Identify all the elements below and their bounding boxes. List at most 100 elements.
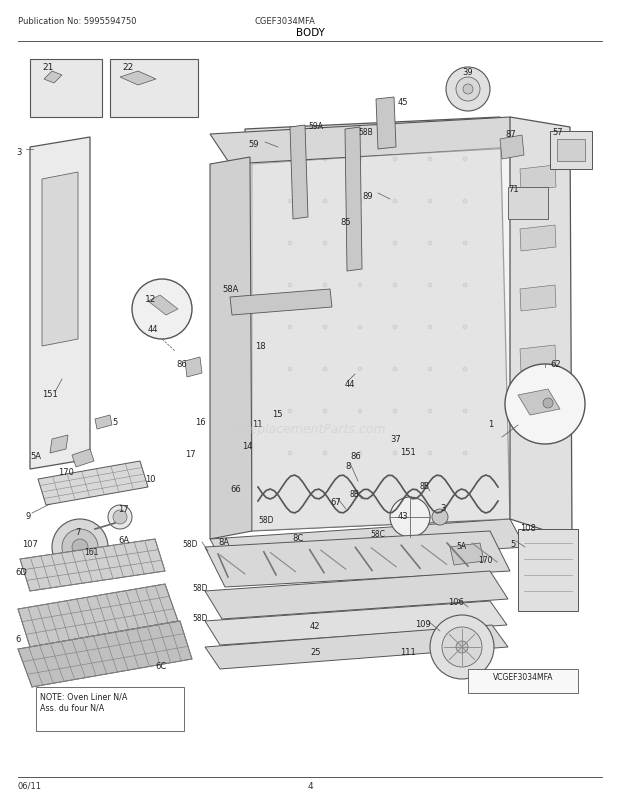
Circle shape — [442, 627, 482, 667]
Circle shape — [428, 241, 432, 245]
Polygon shape — [500, 136, 524, 160]
Text: Publication No: 5995594750: Publication No: 5995594750 — [18, 17, 136, 26]
Polygon shape — [185, 358, 202, 378]
Text: VCGEF3034MFA: VCGEF3034MFA — [493, 672, 553, 681]
Text: 43: 43 — [397, 512, 409, 520]
Polygon shape — [518, 390, 560, 415]
Circle shape — [288, 241, 292, 245]
Text: 42: 42 — [310, 622, 321, 630]
Polygon shape — [205, 571, 508, 619]
Polygon shape — [44, 72, 62, 84]
Circle shape — [393, 200, 397, 204]
Text: 71: 71 — [508, 184, 518, 194]
Circle shape — [430, 615, 494, 679]
Polygon shape — [38, 461, 148, 505]
Circle shape — [62, 529, 98, 565]
Circle shape — [288, 410, 292, 414]
Text: 151: 151 — [42, 390, 58, 399]
Text: 17: 17 — [118, 504, 128, 513]
Circle shape — [463, 241, 467, 245]
Polygon shape — [520, 286, 556, 312]
Circle shape — [323, 410, 327, 414]
Circle shape — [428, 452, 432, 456]
Bar — [110, 60, 198, 118]
Polygon shape — [95, 415, 112, 429]
Circle shape — [358, 452, 362, 456]
Circle shape — [393, 241, 397, 245]
Circle shape — [108, 505, 132, 529]
Text: 3: 3 — [16, 148, 21, 157]
Polygon shape — [520, 406, 556, 431]
Text: 58D: 58D — [258, 516, 273, 525]
Circle shape — [393, 452, 397, 456]
Polygon shape — [205, 532, 510, 587]
Text: 170: 170 — [478, 555, 492, 565]
Text: 5: 5 — [510, 539, 515, 549]
Polygon shape — [18, 622, 192, 687]
Circle shape — [463, 326, 467, 330]
Text: 9: 9 — [25, 512, 30, 520]
Polygon shape — [50, 435, 68, 453]
Text: 58A: 58A — [222, 285, 238, 294]
Circle shape — [288, 452, 292, 456]
Text: 89: 89 — [362, 192, 373, 200]
Text: 58D: 58D — [192, 583, 208, 592]
Circle shape — [323, 200, 327, 204]
Text: 161: 161 — [84, 547, 99, 557]
Circle shape — [463, 367, 467, 371]
Text: 7: 7 — [75, 528, 81, 537]
Text: BODY: BODY — [296, 28, 324, 38]
Polygon shape — [18, 585, 178, 647]
Circle shape — [428, 158, 432, 162]
Text: 58D: 58D — [182, 539, 198, 549]
Text: 151: 151 — [400, 448, 416, 456]
Circle shape — [463, 158, 467, 162]
Text: 17: 17 — [185, 449, 196, 459]
Text: 62: 62 — [550, 359, 560, 369]
Text: 57: 57 — [552, 128, 562, 137]
Circle shape — [463, 85, 473, 95]
Circle shape — [323, 158, 327, 162]
Text: 8B: 8B — [420, 481, 430, 490]
Text: 67: 67 — [330, 497, 341, 506]
Bar — [550, 132, 592, 170]
Circle shape — [463, 452, 467, 456]
Circle shape — [432, 509, 448, 525]
Text: 5A: 5A — [30, 452, 41, 460]
Circle shape — [113, 510, 127, 525]
Circle shape — [393, 367, 397, 371]
Polygon shape — [345, 128, 362, 272]
Circle shape — [428, 367, 432, 371]
Polygon shape — [376, 98, 396, 150]
Circle shape — [358, 410, 362, 414]
Circle shape — [323, 326, 327, 330]
Bar — [557, 140, 585, 162]
Text: 85: 85 — [340, 217, 351, 227]
Text: NOTE: Oven Liner N/A
Ass. du four N/A: NOTE: Oven Liner N/A Ass. du four N/A — [40, 692, 127, 711]
Text: 59: 59 — [248, 140, 259, 149]
Bar — [518, 529, 578, 611]
Circle shape — [428, 410, 432, 414]
Polygon shape — [205, 602, 507, 645]
Circle shape — [463, 284, 467, 288]
Polygon shape — [72, 449, 94, 468]
Polygon shape — [520, 166, 556, 192]
Text: 5A: 5A — [456, 541, 466, 550]
Polygon shape — [290, 126, 308, 220]
Text: 4: 4 — [307, 781, 313, 790]
Text: 86: 86 — [350, 452, 361, 460]
Text: 3: 3 — [440, 504, 445, 512]
Text: 39: 39 — [462, 68, 472, 77]
Circle shape — [543, 399, 553, 408]
Circle shape — [505, 365, 585, 444]
Text: 10: 10 — [145, 475, 156, 484]
Text: 66: 66 — [230, 484, 241, 493]
Text: CGEF3034MFA: CGEF3034MFA — [255, 17, 316, 26]
Circle shape — [393, 410, 397, 414]
Polygon shape — [210, 520, 525, 567]
Text: 18: 18 — [255, 342, 265, 350]
Circle shape — [463, 200, 467, 204]
Text: 86: 86 — [176, 359, 187, 369]
Text: 12: 12 — [145, 294, 156, 304]
Circle shape — [358, 284, 362, 288]
